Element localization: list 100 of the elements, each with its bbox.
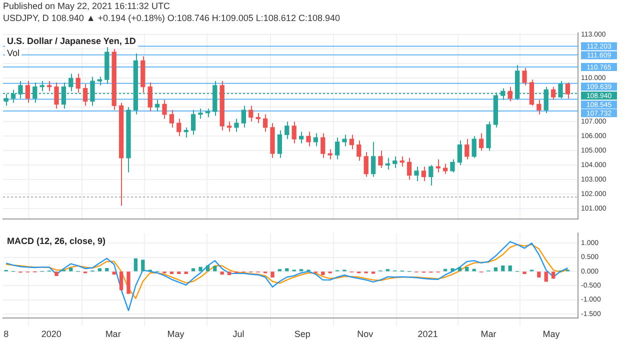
bar — [494, 267, 498, 272]
bar — [198, 266, 202, 272]
candlestick — [385, 157, 390, 170]
candlestick — [400, 156, 404, 168]
candlestick — [248, 105, 254, 122]
candlestick — [40, 80, 44, 92]
candlestick — [241, 105, 246, 128]
bar — [501, 265, 505, 272]
x-tick-label: 8 — [4, 329, 9, 340]
chart-title: U.S. Dollar / Japanese Yen, 1D — [7, 36, 136, 46]
candlestick — [508, 86, 512, 102]
candlestick — [442, 163, 448, 174]
candlestick — [342, 134, 347, 147]
candlestick — [306, 131, 311, 147]
bar — [119, 272, 124, 290]
bar — [508, 265, 512, 272]
candlestick — [478, 132, 484, 152]
candlestick — [364, 152, 368, 178]
candlestick — [82, 83, 88, 106]
candlestick — [328, 148, 332, 160]
candlestick — [428, 164, 434, 186]
bar — [54, 272, 58, 276]
candlestick — [284, 121, 290, 140]
candlestick — [486, 121, 491, 152]
bar — [522, 272, 526, 274]
candlestick — [54, 82, 59, 110]
bar — [270, 272, 274, 278]
candlestick — [298, 131, 304, 144]
candlestick — [436, 158, 440, 173]
candlestick — [320, 132, 326, 158]
bar — [443, 268, 448, 272]
bar — [551, 272, 556, 279]
candlestick — [226, 121, 232, 132]
text: Vol — [7, 48, 20, 58]
candlestick — [162, 99, 167, 120]
bar — [105, 268, 109, 272]
candlestick — [4, 94, 8, 106]
candlestick — [536, 99, 542, 115]
x-tick-label: Jul — [232, 329, 244, 340]
bar — [285, 268, 289, 272]
candlestick — [184, 126, 188, 138]
candlestick — [334, 137, 340, 160]
candlestick — [76, 73, 80, 94]
candlestick — [550, 86, 556, 100]
x-tick-label: Sep — [294, 329, 310, 340]
candlestick — [148, 82, 152, 112]
text: Published on May 22, 2021 16:11:32 UTC — [3, 0, 171, 12]
x-tick-label: May — [542, 329, 560, 340]
bar — [465, 266, 469, 272]
bar — [134, 258, 138, 272]
x-tick-label: Nov — [357, 329, 374, 340]
bar — [141, 260, 145, 272]
candlestick — [529, 79, 534, 106]
candlestick — [370, 141, 376, 178]
candlestick — [414, 166, 419, 182]
bar — [170, 272, 174, 274]
x-tick-label: 2020 — [41, 329, 62, 340]
candlestick — [46, 80, 52, 92]
bar — [227, 272, 232, 276]
candlestick — [256, 112, 260, 124]
text: USDJPY, D 108.940 ▲ +0.194 (+0.18%) O:108.746 H:109.005 L:108.612 C:108.940 — [3, 12, 341, 24]
candlestick — [349, 134, 354, 150]
candlestick — [176, 118, 182, 137]
bar — [537, 272, 541, 278]
candlestick — [262, 114, 268, 132]
bar — [321, 272, 325, 276]
bar — [544, 272, 548, 282]
x-tick-label: Mar — [105, 329, 121, 340]
candlestick — [292, 121, 296, 144]
candlestick — [25, 80, 30, 104]
chart-title: MACD (12, 26, close, 9) — [7, 236, 106, 246]
bar — [472, 268, 476, 272]
candlestick — [169, 110, 174, 128]
candlestick — [450, 158, 455, 173]
bar — [69, 268, 73, 272]
candlestick — [234, 118, 239, 132]
candlestick — [464, 138, 470, 160]
bar — [126, 272, 130, 294]
bar — [213, 266, 217, 272]
candlestick — [522, 68, 527, 86]
candlestick — [198, 108, 203, 120]
x-tick-label: Mar — [480, 329, 496, 340]
bar — [450, 268, 454, 272]
candlestick — [313, 132, 318, 147]
x-tick-label: 2021 — [418, 329, 438, 340]
candlestick — [472, 136, 476, 158]
candlestick — [565, 82, 570, 99]
x-tick-label: May — [167, 329, 185, 340]
candlestick — [378, 150, 383, 169]
bar — [112, 272, 116, 275]
candlestick — [277, 130, 282, 158]
bar — [177, 272, 181, 274]
candlestick — [154, 99, 160, 112]
candlestick — [190, 110, 196, 136]
candlestick — [421, 166, 426, 182]
candlestick — [68, 73, 74, 92]
candlestick — [457, 140, 462, 166]
candlestick — [406, 157, 412, 180]
bar — [458, 267, 462, 272]
candlestick — [392, 156, 398, 169]
